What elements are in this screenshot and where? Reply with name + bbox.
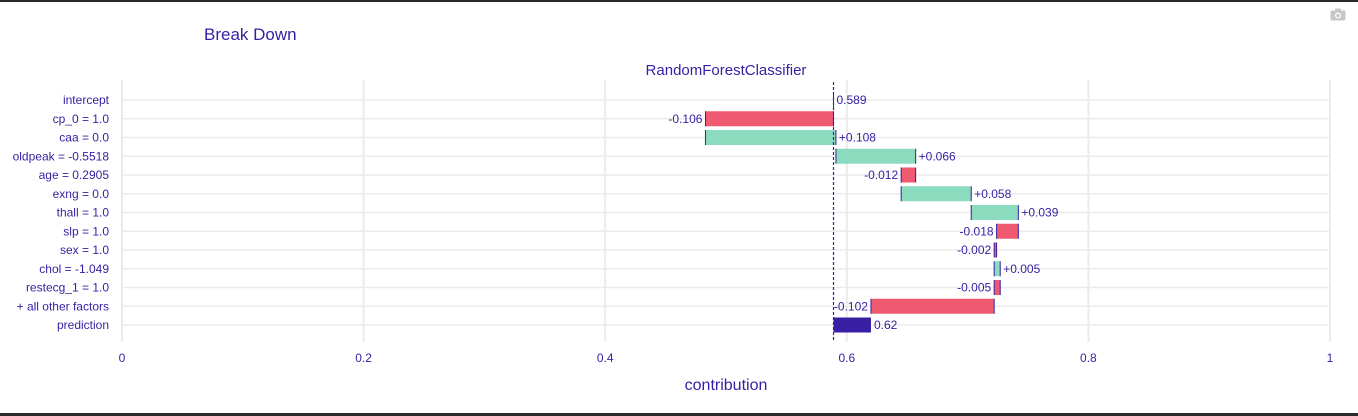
positive-bar — [705, 130, 836, 145]
data-label: +0.005 — [1003, 262, 1040, 276]
x-tick-label: 0.8 — [1080, 351, 1097, 365]
negative-bar — [705, 111, 834, 127]
page-title: Break Down — [204, 25, 297, 44]
x-tick-label: 0 — [119, 351, 126, 365]
category-label: caa = 0.0 — [59, 131, 109, 145]
negative-bar — [994, 242, 997, 258]
x-tick-label: 1 — [1327, 351, 1334, 365]
data-label: -0.018 — [960, 224, 994, 238]
data-label: +0.108 — [839, 131, 876, 145]
negative-bar — [901, 167, 916, 183]
category-label: thall = 1.0 — [57, 206, 110, 220]
category-label: + all other factors — [17, 299, 109, 313]
positive-bar — [971, 205, 1019, 220]
data-label: +0.039 — [1021, 206, 1058, 220]
category-label: intercept — [63, 93, 110, 107]
negative-bar — [870, 298, 995, 314]
category-label: oldpeak = -0.5518 — [13, 149, 110, 163]
positive-bar — [901, 186, 972, 202]
camera-icon[interactable] — [1330, 8, 1346, 21]
category-label: restecg_1 = 1.0 — [26, 281, 109, 295]
bottom-border — [0, 413, 1358, 416]
category-label: exng = 0.0 — [53, 187, 110, 201]
data-label: 0.62 — [874, 318, 898, 332]
grid-layer — [121, 80, 1331, 342]
category-label: cp_0 = 1.0 — [53, 112, 110, 126]
data-label: +0.058 — [974, 187, 1011, 201]
data-label: -0.005 — [957, 281, 991, 295]
x-tick-label: 0.4 — [597, 351, 614, 365]
x-axis-label: contribution — [685, 377, 768, 394]
data-label: -0.012 — [864, 168, 898, 182]
data-label: -0.106 — [668, 112, 702, 126]
category-label: chol = -1.049 — [39, 262, 109, 276]
data-label: -0.002 — [957, 243, 991, 257]
negative-bar — [996, 223, 1019, 239]
top-border — [0, 0, 1358, 2]
chart-title: RandomForestClassifier — [646, 62, 807, 79]
negative-bar — [994, 280, 1001, 295]
x-tick-label: 0.6 — [838, 351, 855, 365]
prediction-bar — [833, 317, 871, 333]
category-label: slp = 1.0 — [63, 224, 109, 238]
positive-bar — [994, 261, 1001, 277]
bars-layer — [704, 82, 1019, 342]
category-label: sex = 1.0 — [60, 243, 109, 257]
data-label: 0.589 — [837, 93, 867, 107]
category-label: age = 0.2905 — [39, 168, 110, 182]
labels-layer: 0 0.2 0.4 0.6 0.8 1 intercept cp_0 = 1.0 caa = 0… — [13, 93, 1334, 365]
data-label: +0.066 — [919, 149, 956, 163]
x-tick-label: 0.2 — [355, 351, 372, 365]
positive-bar — [835, 148, 916, 164]
category-label: prediction — [57, 318, 109, 332]
data-label: -0.102 — [834, 299, 868, 313]
